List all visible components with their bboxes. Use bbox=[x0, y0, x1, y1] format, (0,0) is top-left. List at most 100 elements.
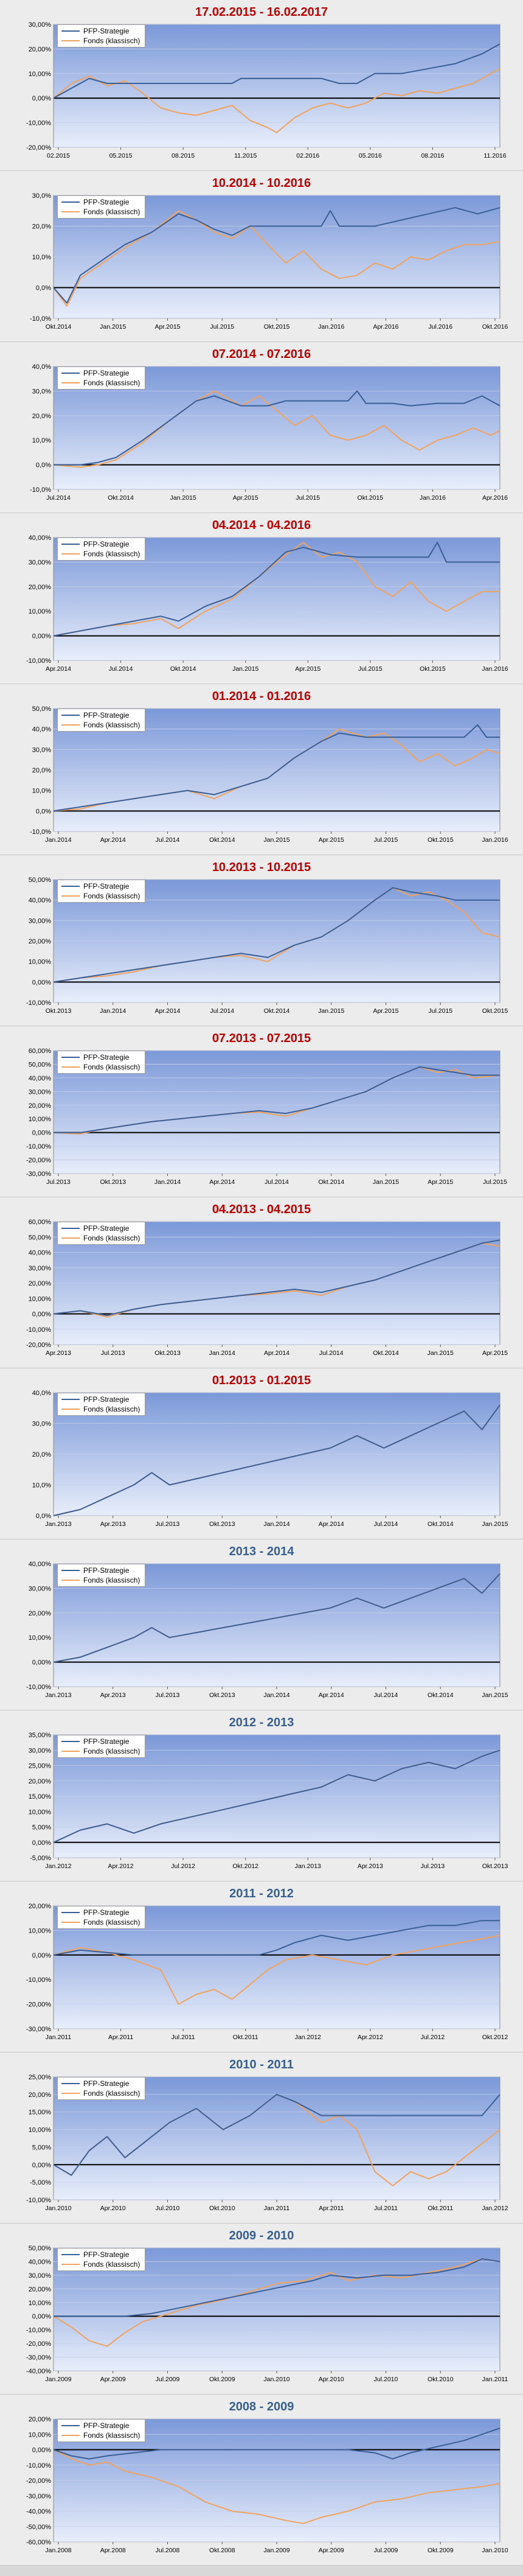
x-tick-label: Jan.2012 bbox=[45, 1863, 71, 1870]
legend-swatch bbox=[61, 724, 80, 726]
chart-svg: 40,0% 30,0% 20,0% 10,0% 0,0% -10,0%Jul.2014 Ok… bbox=[30, 363, 508, 502]
x-tick-label: Jul.2013 bbox=[156, 1521, 180, 1528]
y-tick-label: 10,00% bbox=[29, 608, 52, 615]
chart-panel: 04.2014 - 04.2016 40,00% 30,00% 20,00% 10,00… bbox=[0, 513, 523, 684]
legend-swatch bbox=[61, 1066, 80, 1068]
x-tick-label: Jan.2015 bbox=[170, 494, 196, 502]
legend-label: Fonds (klassisch) bbox=[83, 721, 140, 729]
x-tick-label: Jan.2012 bbox=[482, 2205, 508, 2212]
x-tick-label: 08.2015 bbox=[171, 152, 195, 159]
y-tick-label: 20,00% bbox=[29, 1102, 52, 1110]
chart-panel: 2008 - 2009 20,00% 10,00% 0,00% -10,00% -20,0… bbox=[0, 2395, 523, 2566]
chart-panel: 07.2014 - 07.2016 40,0% 30,0% 20,0% 10,0% 0,0… bbox=[0, 342, 523, 513]
legend-label: PFP-Strategie bbox=[83, 2079, 130, 2088]
chart-title: 01.2013 - 01.2015 bbox=[212, 1374, 311, 1387]
x-tick-label: Apr.2010 bbox=[319, 2376, 344, 2383]
y-tick-label: 10,0% bbox=[32, 254, 51, 261]
y-tick-label: 15,00% bbox=[29, 2109, 52, 2116]
x-tick-label: Jul.2010 bbox=[156, 2205, 180, 2212]
chart-title: 2011 - 2012 bbox=[229, 1887, 294, 1900]
x-tick-label: Okt.2014 bbox=[318, 1178, 344, 1186]
legend-label: Fonds (klassisch) bbox=[83, 2260, 140, 2269]
legend-label: Fonds (klassisch) bbox=[83, 208, 140, 216]
y-tick-label: 5,00% bbox=[32, 2144, 51, 2151]
x-tick-label: Jan.2011 bbox=[264, 2205, 290, 2212]
y-tick-label: 30,00% bbox=[29, 21, 52, 29]
legend-entry: PFP-Strategie bbox=[61, 1737, 140, 1746]
chart-title: 01.2014 - 01.2016 bbox=[212, 690, 311, 703]
y-tick-label: -10,0% bbox=[30, 486, 51, 494]
y-tick-label: 35,00% bbox=[29, 1732, 52, 1739]
x-tick-label: Jul.2014 bbox=[210, 1007, 234, 1015]
legend-swatch bbox=[61, 1912, 80, 1913]
legend-entry: Fonds (klassisch) bbox=[61, 1746, 140, 1756]
x-tick-label: Jan.2014 bbox=[45, 836, 71, 844]
legend-swatch bbox=[61, 2264, 80, 2265]
chart-title: 17.02.2015 - 16.02.2017 bbox=[195, 5, 328, 19]
y-tick-label: -20,00% bbox=[26, 2477, 51, 2485]
x-tick-label: Jan.2016 bbox=[318, 323, 344, 331]
series-line-fonds-klassisch bbox=[53, 1934, 500, 2005]
x-tick-label: Apr.2015 bbox=[154, 323, 180, 331]
x-tick-label: Apr.2009 bbox=[319, 2547, 344, 2554]
series-line-pfp-strategie bbox=[54, 1066, 500, 1133]
x-tick-label: Okt.2013 bbox=[46, 1007, 72, 1015]
y-tick-label: 60,00% bbox=[29, 1219, 52, 1226]
chart-title: 10.2014 - 10.2016 bbox=[212, 177, 311, 190]
x-tick-label: Jan.2008 bbox=[45, 2547, 71, 2554]
chart-title: 07.2013 - 07.2015 bbox=[212, 1032, 311, 1045]
y-tick-label: 10,00% bbox=[29, 2300, 52, 2307]
y-tick-label: 20,00% bbox=[29, 2416, 52, 2423]
y-tick-label: -10,00% bbox=[26, 120, 51, 127]
x-tick-label: Apr.2015 bbox=[319, 836, 344, 844]
y-tick-label: -10,0% bbox=[30, 315, 51, 323]
x-tick-label: Jan.2014 bbox=[263, 1521, 289, 1528]
chart-panel: 10.2014 - 10.2016 30,0% 20,0% 10,0% 0,0% -10,… bbox=[0, 171, 523, 342]
x-tick-label: Apr.2010 bbox=[100, 2205, 126, 2212]
legend-label: PFP-Strategie bbox=[83, 369, 130, 377]
x-tick-label: 08.2016 bbox=[421, 152, 444, 159]
y-tick-label: 20,00% bbox=[29, 584, 52, 591]
y-tick-label: -30,00% bbox=[26, 2354, 51, 2362]
x-tick-label: 11.2016 bbox=[483, 152, 506, 159]
legend-entry: PFP-Strategie bbox=[61, 1395, 140, 1404]
legend-label: PFP-Strategie bbox=[83, 540, 130, 548]
legend-label: Fonds (klassisch) bbox=[83, 1747, 140, 1755]
chart-panel: 2010 - 2011 25,00% 20,00% 15,00% 10,00% 5,00%… bbox=[0, 2053, 523, 2224]
y-tick-label: 30,00% bbox=[29, 559, 52, 566]
x-tick-label: 05.2015 bbox=[109, 152, 133, 159]
x-tick-label: Apr.2013 bbox=[100, 1521, 126, 1528]
chart-legend: PFP-Strategie Fonds (klassisch) bbox=[57, 709, 146, 732]
x-tick-label: Apr.2011 bbox=[108, 2034, 133, 2041]
x-tick-label: Apr.2009 bbox=[100, 2376, 126, 2383]
x-tick-label: Jan.2015 bbox=[232, 665, 258, 673]
chart-panel: 2012 - 2013 35,00% 30,00% 25,00% 20,00% 15,00… bbox=[0, 1710, 523, 1881]
y-tick-label: 20,00% bbox=[29, 938, 52, 945]
x-tick-label: 05.2016 bbox=[359, 152, 382, 159]
x-tick-label: Okt.2014 bbox=[46, 323, 72, 331]
chart-legend: PFP-Strategie Fonds (klassisch) bbox=[57, 1222, 146, 1245]
y-tick-label: 30,0% bbox=[32, 746, 51, 754]
y-tick-label: 30,00% bbox=[29, 1088, 52, 1096]
legend-entry: PFP-Strategie bbox=[61, 1566, 140, 1575]
series-line-pfp-strategie bbox=[53, 724, 500, 812]
x-tick-label: Jul.2015 bbox=[296, 494, 320, 502]
legend-entry: Fonds (klassisch) bbox=[61, 891, 140, 901]
x-tick-label: Jul.2014 bbox=[374, 1692, 398, 1699]
chart-panel: 2011 - 2012 20,00% 10,00% 0,00% -10,00% -20,0… bbox=[0, 1881, 523, 2053]
chart-panel: 04.2013 - 04.2015 60,00% 50,00% 40,00% 30,00… bbox=[0, 1197, 523, 1368]
legend-label: PFP-Strategie bbox=[83, 1053, 130, 1062]
chart-svg: 60,00% 50,00% 40,00% 30,00% 20,00% 10,00% 0,00… bbox=[26, 1219, 508, 1357]
x-tick-label: Okt.2014 bbox=[108, 494, 134, 502]
x-tick-label: Apr.2014 bbox=[154, 1007, 180, 1015]
x-tick-label: Okt.2015 bbox=[482, 1007, 508, 1015]
x-tick-label: Jul.2011 bbox=[171, 2034, 195, 2041]
y-tick-label: 10,00% bbox=[29, 1808, 52, 1816]
y-tick-label: 30,0% bbox=[32, 1421, 51, 1428]
chart-panel: 2013 - 2014 40,00% 30,00% 20,00% 10,00% 0,00%… bbox=[0, 1539, 523, 1710]
x-tick-label: Jan.2015 bbox=[482, 1521, 508, 1528]
legend-entry: Fonds (klassisch) bbox=[61, 1404, 140, 1414]
y-tick-label: 40,00% bbox=[29, 897, 52, 905]
legend-swatch bbox=[61, 715, 80, 716]
legend-swatch bbox=[61, 544, 80, 545]
